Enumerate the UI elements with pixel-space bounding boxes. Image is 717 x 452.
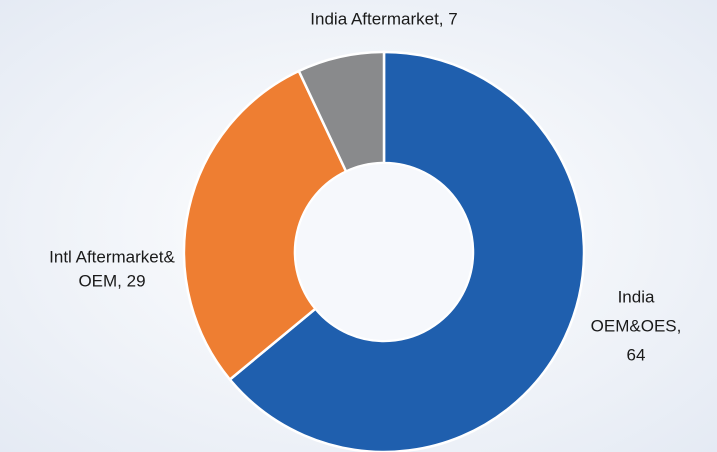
data-label: OEM, 29 bbox=[78, 271, 145, 290]
data-label: India bbox=[618, 287, 655, 306]
data-label: India Aftermarket, 7 bbox=[310, 9, 457, 28]
data-label: Intl Aftermarket& bbox=[49, 247, 175, 266]
donut-slice bbox=[182, 69, 348, 382]
donut-slice bbox=[297, 50, 386, 174]
data-label: OEM&OES, bbox=[591, 316, 682, 335]
donut-hole bbox=[296, 164, 472, 340]
donut-slice bbox=[228, 50, 586, 452]
data-label: 64 bbox=[627, 345, 646, 364]
